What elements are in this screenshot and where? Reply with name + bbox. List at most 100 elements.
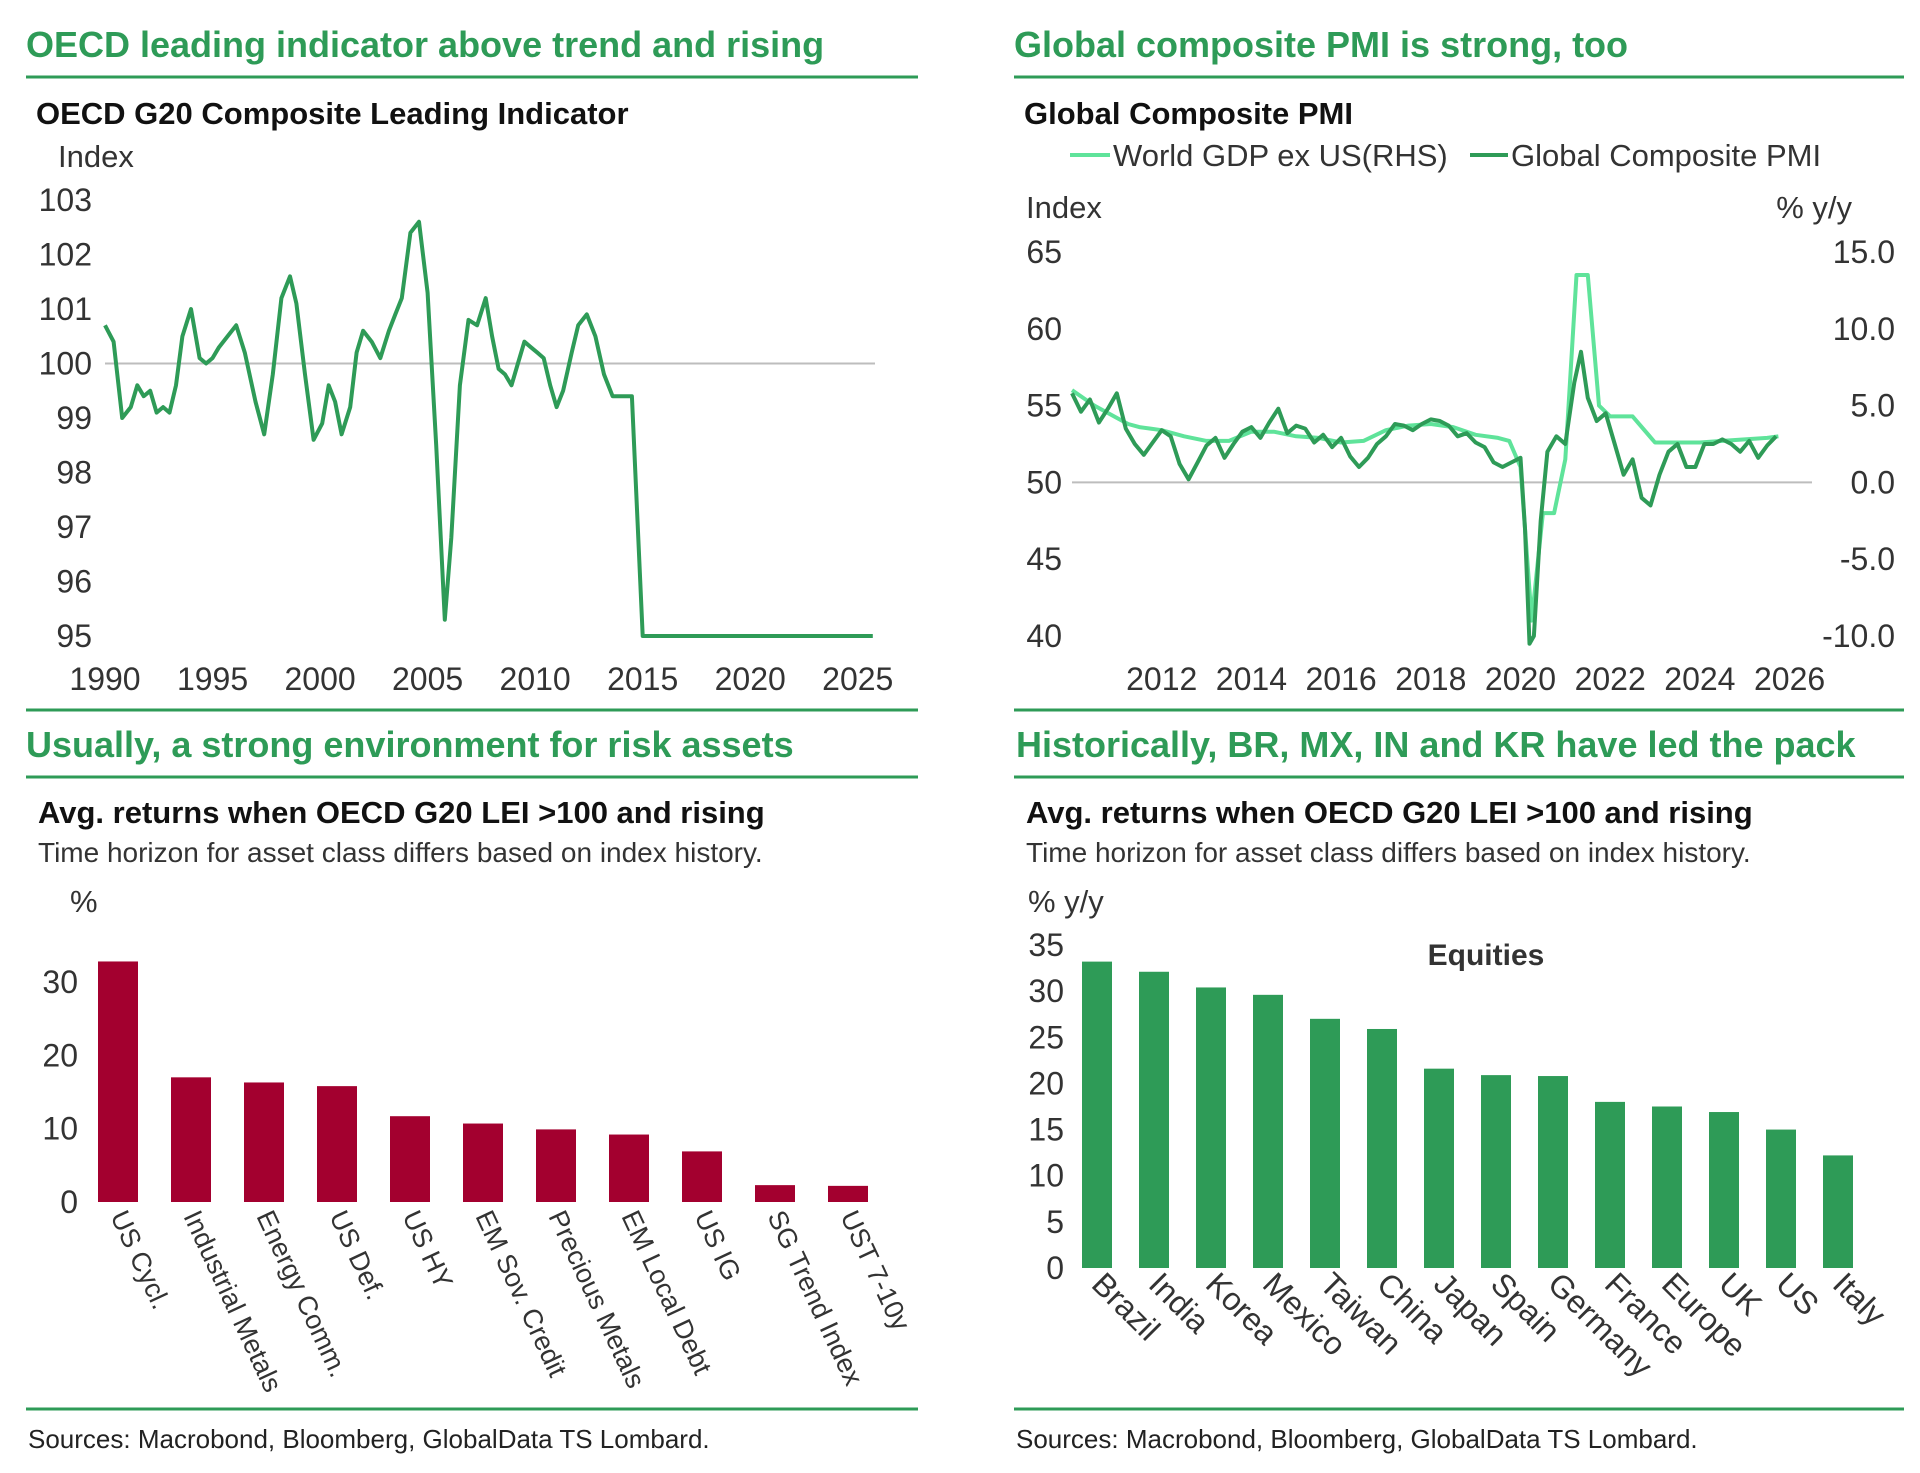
equities-bar-3 (1253, 994, 1283, 1268)
assets-bar-2 (244, 1082, 284, 1202)
equities-ytick-20: 20 (1028, 1065, 1064, 1101)
equities-ytick-25: 25 (1028, 1019, 1064, 1055)
title-bottom-right: Avg. returns when OECD G20 LEI >100 and … (1026, 795, 1753, 830)
cli-ytick-103: 103 (39, 182, 92, 218)
pmi-ytick-right--10.0: -10.0 (1822, 618, 1895, 654)
cli-ytick-97: 97 (56, 509, 92, 545)
pmi-xtick-2016: 2016 (1305, 661, 1376, 697)
assets-ytick-0: 0 (60, 1184, 78, 1220)
cli-ytick-96: 96 (56, 564, 92, 600)
pmi-xtick-2024: 2024 (1664, 661, 1735, 697)
title-bottom-left: Avg. returns when OECD G20 LEI >100 and … (38, 795, 765, 830)
equities-ytick-15: 15 (1028, 1112, 1064, 1148)
assets-category-8: US IG (689, 1206, 747, 1285)
pmi-ytick-left-55: 55 (1026, 388, 1062, 424)
pmi-xtick-2026: 2026 (1754, 661, 1825, 697)
inner-label-equities: Equities (1428, 939, 1545, 972)
pmi-xtick-2012: 2012 (1126, 661, 1197, 697)
headline-bottom-left: Usually, a strong environment for risk a… (26, 724, 794, 765)
cli-xtick-2000: 2000 (284, 661, 355, 697)
subtitle-bottom-right: Time horizon for asset class differs bas… (1026, 837, 1751, 868)
assets-bar-10 (828, 1185, 868, 1202)
pmi-ytick-left-60: 60 (1026, 311, 1062, 347)
equities-ytick-0: 0 (1046, 1250, 1064, 1286)
cli-ytick-102: 102 (39, 237, 92, 273)
assets-bar-9 (755, 1185, 795, 1202)
pmi-ytick-right-10.0: 10.0 (1833, 311, 1895, 347)
pmi-xtick-2018: 2018 (1395, 661, 1466, 697)
pmi-ytick-right-5.0: 5.0 (1851, 388, 1895, 424)
subtitle-bottom-left: Time horizon for asset class differs bas… (38, 837, 763, 868)
assets-category-0: US Cycl. (105, 1206, 177, 1314)
legend-label-global-pmi: Global Composite PMI (1511, 138, 1821, 173)
assets-bar-6 (536, 1129, 576, 1202)
equities-ytick-5: 5 (1046, 1204, 1064, 1240)
equities-bar-12 (1766, 1129, 1796, 1268)
legend-label-world-gdp: World GDP ex US(RHS) (1113, 138, 1448, 173)
assets-bar-4 (390, 1116, 430, 1202)
assets-bar-1 (171, 1077, 211, 1202)
cli-ytick-101: 101 (39, 291, 92, 327)
assets-category-4: US HY (397, 1206, 459, 1293)
pmi-series-global-pmi (1070, 349, 1778, 646)
assets-bar-5 (463, 1123, 503, 1202)
headline-bottom-right: Historically, BR, MX, IN and KR have led… (1016, 724, 1857, 765)
equities-bar-11 (1709, 1112, 1739, 1268)
equities-bar-13 (1823, 1155, 1853, 1268)
equities-ytick-35: 35 (1028, 927, 1064, 963)
assets-bar-3 (317, 1086, 357, 1202)
assets-bar-7 (609, 1134, 649, 1202)
chart-cli: 103 102 101 100 99 98 97 96 95 1990 1995 2000 2005 20… (39, 182, 894, 697)
cli-xtick-1995: 1995 (177, 661, 248, 697)
equities-bar-0 (1082, 961, 1112, 1268)
assets-category-3: US Def. (324, 1206, 391, 1304)
equities-bar-7 (1481, 1075, 1511, 1268)
equities-ytick-10: 10 (1028, 1158, 1064, 1194)
equities-bar-2 (1196, 987, 1226, 1268)
assets-bar-8 (682, 1151, 722, 1202)
pmi-ytick-right--5.0: -5.0 (1840, 541, 1895, 577)
cli-ytick-95: 95 (56, 618, 92, 654)
equities-bar-8 (1538, 1076, 1568, 1268)
equities-bar-5 (1367, 1028, 1397, 1268)
cli-xtick-2015: 2015 (607, 661, 678, 697)
equities-bar-6 (1424, 1068, 1454, 1268)
assets-ytick-30: 30 (42, 964, 78, 1000)
assets-ytick-20: 20 (42, 1037, 78, 1073)
pmi-ytick-left-65: 65 (1026, 234, 1062, 270)
title-top-left: OECD G20 Composite Leading Indicator (36, 96, 629, 131)
title-top-right: Global Composite PMI (1024, 96, 1353, 131)
assets-category-10: UST 7-10y (835, 1206, 917, 1336)
cli-xtick-2005: 2005 (392, 661, 463, 697)
pmi-ytick-left-45: 45 (1026, 541, 1062, 577)
pmi-xtick-2022: 2022 (1575, 661, 1646, 697)
headline-top-left: OECD leading indicator above trend and r… (26, 24, 824, 65)
pmi-ytick-right-15.0: 15.0 (1833, 234, 1895, 270)
cli-series-line (103, 219, 873, 638)
equities-bar-10 (1652, 1106, 1682, 1268)
pmi-xtick-2020: 2020 (1485, 661, 1556, 697)
equities-bar-9 (1595, 1101, 1625, 1268)
cli-xtick-2025: 2025 (822, 661, 893, 697)
pmi-ytick-left-50: 50 (1026, 464, 1062, 500)
pmi-ytick-left-40: 40 (1026, 618, 1062, 654)
pmi-ytick-right-0.0: 0.0 (1851, 464, 1895, 500)
cli-xtick-1990: 1990 (69, 661, 140, 697)
equities-category-12: US (1769, 1265, 1826, 1322)
legend-pmi: World GDP ex US(RHS) Global Composite PM… (1070, 138, 1821, 173)
chart-pmi: 65 60 55 50 45 40 15.0 10.0 5.0 0.0 -5.0 -10.0 2012 2… (1026, 234, 1895, 697)
cli-ytick-99: 99 (56, 400, 92, 436)
cli-ytick-98: 98 (56, 455, 92, 491)
assets-bar-0 (98, 961, 138, 1202)
equities-bar-4 (1310, 1018, 1340, 1268)
cli-xtick-2010: 2010 (500, 661, 571, 697)
equities-ytick-30: 30 (1028, 973, 1064, 1009)
equities-category-13: Italy (1826, 1265, 1893, 1332)
equities-bar-1 (1139, 971, 1169, 1268)
pmi-xtick-2014: 2014 (1216, 661, 1287, 697)
assets-ytick-10: 10 (42, 1111, 78, 1147)
unit-left-top-right: Index (1026, 190, 1102, 225)
